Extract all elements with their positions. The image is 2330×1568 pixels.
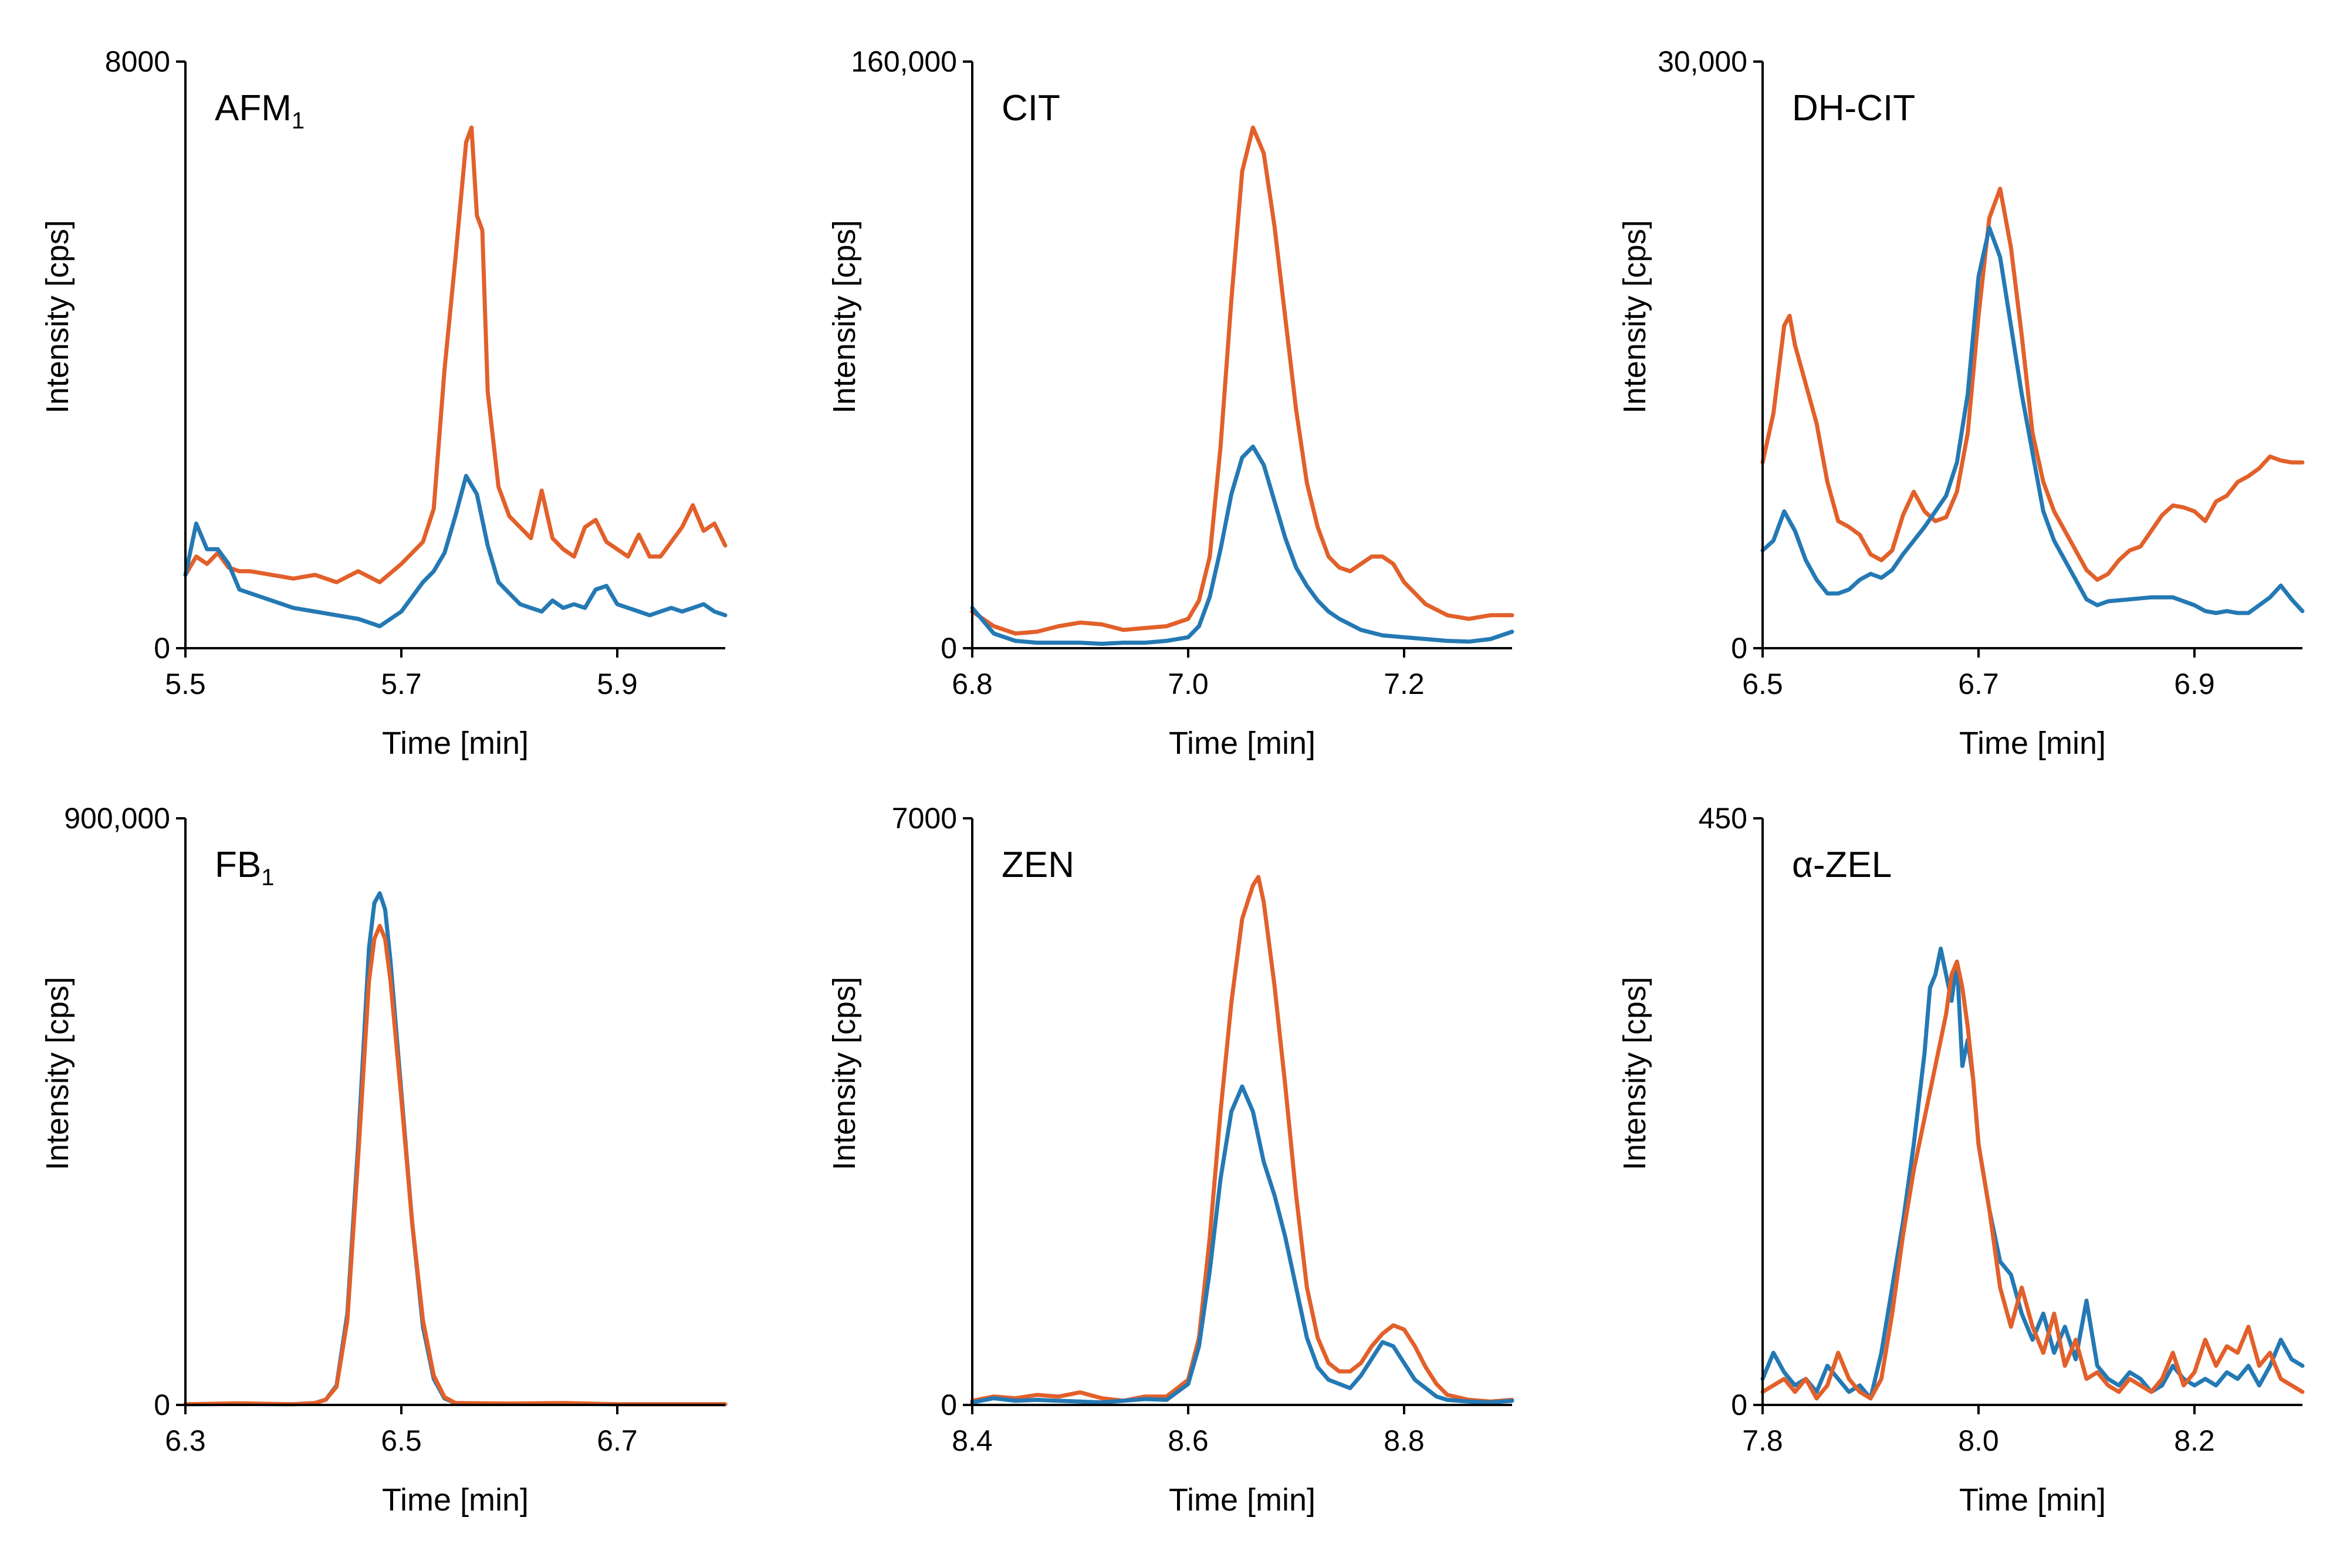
chart-1-afm1-x-tick-label: 5.7 <box>381 668 422 700</box>
chart-6-zel-x-tick-label: 8.2 <box>2174 1424 2215 1457</box>
chart-6-zel-series-blue-line <box>1760 946 2305 1401</box>
chart-3-dh-cit-series-blue-line <box>1760 225 2305 615</box>
chart-2-cit-series-blue-line <box>970 444 1514 646</box>
chart-2-cit-x-tick-label: 7.0 <box>1168 668 1209 700</box>
chart-5-zen-series-blue-line <box>970 1084 1514 1405</box>
chart-2-cit-y-tick-label: 160,000 <box>851 45 957 78</box>
chart-1-afm1-y-tick-label: 0 <box>154 632 170 665</box>
chart-6-zel-x-tick-label: 8.0 <box>1958 1424 1999 1457</box>
chart-2-cit-y-tick-label: 0 <box>941 632 957 665</box>
chart-6-zel-series-orange-line <box>1760 959 2305 1401</box>
chart-5-zen-y-tick-label: 7000 <box>892 802 957 835</box>
chart-4-fb1-y-axis-label: Intensity [cps] <box>40 977 75 1170</box>
chart-2-cit-title: CIT <box>1002 88 1060 128</box>
chart-5-zen-y-tick-label: 0 <box>941 1388 957 1421</box>
chart-panels: 0 8000 5.5 5.7 5.9 Time [min] Intensity [cps] A… <box>40 45 2305 1518</box>
chart-4-fb1: 0 900,000 6.3 6.5 6.7 Time [min] Intensity [cp… <box>40 802 728 1518</box>
chart-1-afm1-y-axis-label: Intensity [cps] <box>40 220 75 414</box>
chart-4-fb1-x-tick-label: 6.3 <box>165 1424 206 1457</box>
chart-6-zel-y-axis-label: Intensity [cps] <box>1617 977 1652 1170</box>
chart-5-zen-x-tick-label: 8.8 <box>1384 1424 1425 1457</box>
chart-3-dh-cit: 0 30,000 6.5 6.7 6.9 Time [min] Intensity [cps… <box>1617 45 2305 761</box>
chart-6-zel-x-axis-label: Time [min] <box>1959 1482 2106 1518</box>
chart-3-dh-cit-series-orange-line <box>1760 187 2305 582</box>
chart-4-fb1-y-tick-label: 900,000 <box>64 802 170 835</box>
chart-1-afm1-x-tick-label: 5.9 <box>597 668 638 700</box>
chart-3-dh-cit-x-tick-label: 6.9 <box>2174 668 2215 700</box>
chart-5-zen-title: ZEN <box>1002 845 1074 885</box>
chart-6-zel-y-tick-label: 450 <box>1699 802 1747 835</box>
chart-5-zen-x-tick-label: 8.4 <box>952 1424 993 1457</box>
chart-2-cit: 0 160,000 6.8 7.0 7.2 Time [min] Intensity [cp… <box>827 45 1514 761</box>
chart-1-afm1-x-axis-label: Time [min] <box>382 726 529 761</box>
chart-3-dh-cit-x-tick-label: 6.7 <box>1958 668 1999 700</box>
chart-5-zen-series-orange-line <box>970 875 1514 1404</box>
chart-6-zel-y-tick-label: 0 <box>1731 1388 1747 1421</box>
chart-2-cit-x-axis-label: Time [min] <box>1169 726 1316 761</box>
chart-6-zel-title: α-ZEL <box>1792 845 1892 885</box>
chart-2-cit-x-tick-label: 7.2 <box>1384 668 1425 700</box>
chart-4-fb1-x-axis-label: Time [min] <box>382 1482 529 1518</box>
chart-1-afm1-title-subscript: 1 <box>292 108 305 134</box>
chart-4-fb1-x-tick-label: 6.7 <box>597 1424 638 1457</box>
chart-5-zen: 0 7000 8.4 8.6 8.8 Time [min] Intensity [cps] Z… <box>827 802 1514 1518</box>
chart-4-fb1-x-tick-label: 6.5 <box>381 1424 422 1457</box>
chart-3-dh-cit-x-axis-label: Time [min] <box>1959 726 2106 761</box>
chart-1-afm1-series-orange-line <box>183 126 728 584</box>
chart-4-fb1-y-tick-label: 0 <box>154 1388 170 1421</box>
chart-2-cit-y-axis-label: Intensity [cps] <box>827 220 862 414</box>
chart-6-zel-x-tick-label: 7.8 <box>1742 1424 1783 1457</box>
chart-5-zen-x-axis-label: Time [min] <box>1169 1482 1316 1518</box>
chart-3-dh-cit-y-axis-label: Intensity [cps] <box>1617 220 1652 414</box>
chart-3-dh-cit-title: DH-CIT <box>1792 88 1915 128</box>
chart-5-zen-x-tick-label: 8.6 <box>1168 1424 1209 1457</box>
chart-2-cit-x-tick-label: 6.8 <box>952 668 993 700</box>
chart-4-fb1-title: FB1 <box>215 845 274 890</box>
chart-1-afm1-x-tick-label: 5.5 <box>165 668 206 700</box>
chart-3-dh-cit-x-tick-label: 6.5 <box>1742 668 1783 700</box>
chart-2-cit-series-orange-line <box>970 126 1514 636</box>
chart-6-zel: 0 450 7.8 8.0 8.2 Time [min] Intensity [cps] α-… <box>1617 802 2305 1518</box>
chart-5-zen-y-axis-label: Intensity [cps] <box>827 977 862 1170</box>
chart-1-afm1: 0 8000 5.5 5.7 5.9 Time [min] Intensity [cps] A… <box>40 45 728 761</box>
chart-3-dh-cit-y-tick-label: 0 <box>1731 632 1747 665</box>
chart-4-fb1-series-blue-line <box>183 891 728 1407</box>
chart-1-afm1-title: AFM1 <box>215 88 305 134</box>
chart-1-afm1-y-tick-label: 8000 <box>105 45 170 78</box>
chart-1-afm1-series-blue-line <box>183 473 728 628</box>
chart-4-fb1-series-orange-line <box>183 923 728 1407</box>
chart-3-dh-cit-y-tick-label: 30,000 <box>1658 45 1747 78</box>
chart-4-fb1-title-subscript: 1 <box>261 865 274 890</box>
